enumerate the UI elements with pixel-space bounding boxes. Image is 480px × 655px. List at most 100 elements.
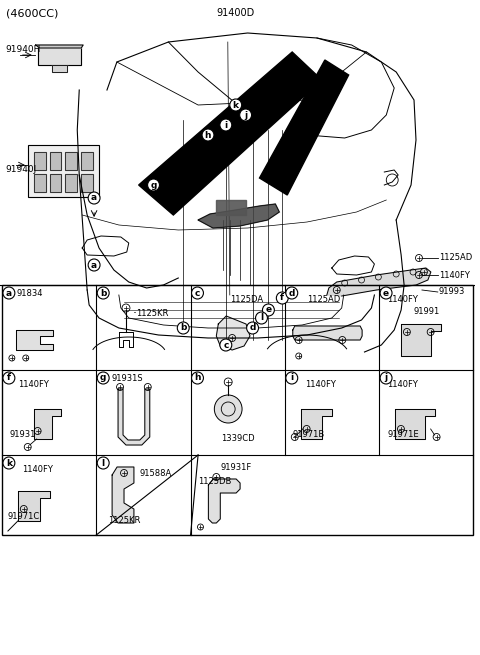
Text: 1125DA: 1125DA <box>230 295 264 304</box>
Text: g: g <box>100 373 107 383</box>
Text: d: d <box>250 324 256 333</box>
Circle shape <box>220 119 232 131</box>
Text: 91971E: 91971E <box>387 430 419 439</box>
Circle shape <box>286 372 298 384</box>
Polygon shape <box>118 389 150 445</box>
Polygon shape <box>65 174 77 192</box>
Polygon shape <box>18 491 49 521</box>
Text: f: f <box>7 373 11 383</box>
Polygon shape <box>37 45 81 65</box>
Text: 91971B: 91971B <box>293 430 325 439</box>
Circle shape <box>177 322 189 334</box>
Circle shape <box>192 372 204 384</box>
Text: 91931F: 91931F <box>220 463 252 472</box>
Text: 91971C: 91971C <box>8 512 40 521</box>
Text: 1140FY: 1140FY <box>387 295 418 304</box>
Circle shape <box>147 179 159 191</box>
Text: 91993: 91993 <box>439 288 465 297</box>
Bar <box>65 152 77 170</box>
Text: 1140FY: 1140FY <box>387 380 418 389</box>
Text: j: j <box>384 373 388 383</box>
Polygon shape <box>51 65 67 72</box>
Text: 1125KR: 1125KR <box>108 516 141 525</box>
Polygon shape <box>216 316 250 350</box>
Polygon shape <box>65 152 77 170</box>
Circle shape <box>3 457 15 469</box>
Circle shape <box>380 372 392 384</box>
Text: l: l <box>260 314 263 322</box>
Text: j: j <box>244 111 247 119</box>
Text: k: k <box>233 100 239 109</box>
Bar <box>34 174 46 192</box>
Polygon shape <box>293 326 362 340</box>
Text: a: a <box>6 288 12 297</box>
Text: 1125AD: 1125AD <box>307 295 340 304</box>
Bar <box>34 152 46 170</box>
Text: i: i <box>224 121 228 130</box>
Text: 1125DB: 1125DB <box>199 477 232 486</box>
Text: 91931: 91931 <box>10 430 36 439</box>
Circle shape <box>202 129 214 141</box>
Text: h: h <box>194 373 201 383</box>
Polygon shape <box>34 409 61 439</box>
Circle shape <box>97 287 109 299</box>
Circle shape <box>240 109 252 121</box>
Text: e: e <box>265 305 272 314</box>
Text: 91588A: 91588A <box>140 468 172 477</box>
Bar <box>51 65 67 72</box>
Circle shape <box>255 312 267 324</box>
Circle shape <box>230 99 241 111</box>
Text: (4600CC): (4600CC) <box>6 8 58 18</box>
Text: 91940J: 91940J <box>5 166 36 174</box>
Text: 91400D: 91400D <box>216 8 255 18</box>
Text: 91991: 91991 <box>414 307 440 316</box>
Bar <box>81 152 93 170</box>
Text: f: f <box>280 293 284 303</box>
Bar <box>49 174 61 192</box>
Circle shape <box>97 372 109 384</box>
Polygon shape <box>260 60 348 195</box>
Polygon shape <box>81 152 93 170</box>
Text: e: e <box>383 288 389 297</box>
Text: 1140FY: 1140FY <box>305 380 336 389</box>
Text: a: a <box>91 193 97 202</box>
Polygon shape <box>28 145 99 197</box>
Polygon shape <box>139 52 322 215</box>
Polygon shape <box>216 200 246 215</box>
Polygon shape <box>112 467 134 523</box>
Polygon shape <box>81 174 93 192</box>
Polygon shape <box>395 409 434 439</box>
Circle shape <box>380 287 392 299</box>
Polygon shape <box>49 174 61 192</box>
Text: 1140FY: 1140FY <box>18 380 48 389</box>
Circle shape <box>3 287 15 299</box>
Text: b: b <box>100 288 107 297</box>
Polygon shape <box>198 204 279 228</box>
Text: 91940H: 91940H <box>5 45 40 54</box>
Text: 1339CD: 1339CD <box>221 434 254 443</box>
Text: 1140FY: 1140FY <box>22 465 53 474</box>
Polygon shape <box>34 174 46 192</box>
Text: 1125AD: 1125AD <box>439 253 472 263</box>
Bar <box>65 174 77 192</box>
Polygon shape <box>36 45 83 48</box>
Text: 91931S: 91931S <box>111 374 143 383</box>
Circle shape <box>215 395 242 423</box>
Polygon shape <box>34 152 46 170</box>
Circle shape <box>3 372 15 384</box>
Circle shape <box>220 339 232 351</box>
Bar <box>49 152 61 170</box>
Circle shape <box>247 322 259 334</box>
Text: c: c <box>223 341 228 350</box>
Text: k: k <box>6 458 12 468</box>
Circle shape <box>88 192 100 204</box>
Circle shape <box>276 292 288 304</box>
Text: 1125KR: 1125KR <box>136 310 168 318</box>
Circle shape <box>286 287 298 299</box>
Text: 1140FY: 1140FY <box>439 271 469 280</box>
Bar <box>81 174 93 192</box>
Polygon shape <box>401 324 441 356</box>
Text: h: h <box>205 130 211 140</box>
Polygon shape <box>208 479 240 523</box>
Circle shape <box>97 457 109 469</box>
